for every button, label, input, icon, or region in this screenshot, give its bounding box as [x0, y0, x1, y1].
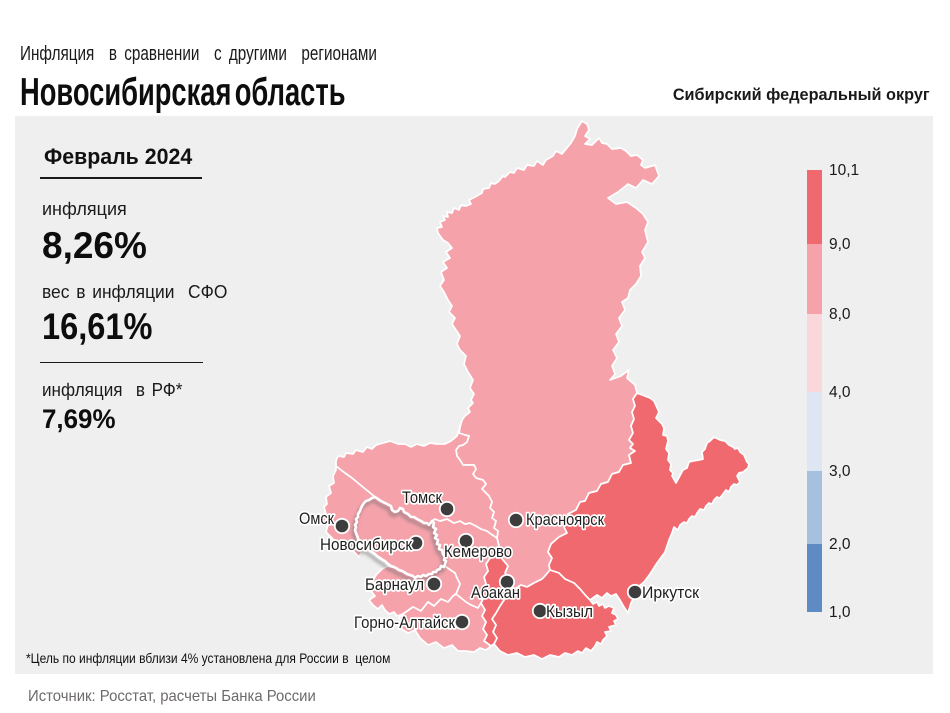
svg-text:9,0: 9,0 — [829, 236, 851, 253]
svg-text:Абакан: Абакан — [471, 584, 520, 602]
svg-text:1,0: 1,0 — [829, 604, 851, 621]
svg-text:Кызыл: Кызыл — [546, 603, 593, 621]
svg-text:4,0: 4,0 — [829, 384, 851, 401]
svg-text:3,0: 3,0 — [829, 463, 851, 480]
svg-text:Красноярск: Красноярск — [526, 511, 605, 529]
svg-text:8,0: 8,0 — [829, 306, 851, 323]
svg-text:Омск: Омск — [299, 510, 335, 528]
svg-text:Новосибирск: Новосибирск — [320, 536, 413, 554]
svg-text:Горно-Алтайск: Горно-Алтайск — [354, 614, 456, 632]
svg-text:2,0: 2,0 — [829, 536, 851, 553]
svg-text:Барнаул: Барнаул — [365, 576, 424, 594]
svg-text:10,1: 10,1 — [829, 162, 859, 179]
svg-text:Томск: Томск — [402, 489, 443, 507]
svg-text:Кемерово: Кемерово — [444, 543, 512, 561]
svg-text:Иркутск: Иркутск — [642, 584, 700, 602]
